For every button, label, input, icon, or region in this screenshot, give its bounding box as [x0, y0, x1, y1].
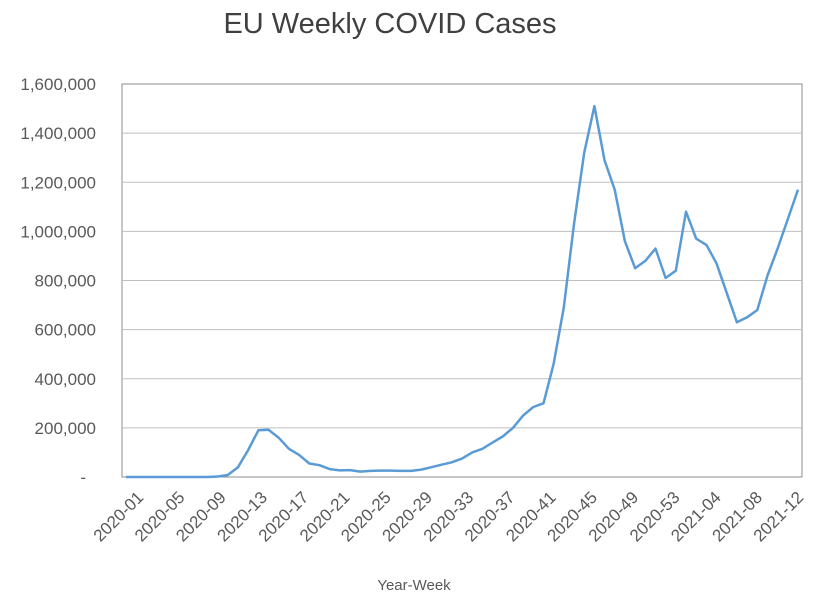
- data-point: [440, 463, 444, 467]
- data-point: [287, 447, 291, 451]
- data-point: [603, 158, 607, 162]
- data-point: [643, 259, 647, 263]
- data-point: [491, 441, 495, 445]
- y-tick-label: 1,200,000: [20, 173, 96, 192]
- data-point: [480, 447, 484, 451]
- data-point: [134, 475, 138, 479]
- y-axis-tick-labels: - 200,000 400,000 600,000 800,000 1,000,000 1,…: [20, 75, 96, 487]
- data-point: [633, 266, 637, 270]
- data-point: [307, 462, 311, 466]
- data-point: [348, 468, 352, 472]
- y-tick-label: 600,000: [35, 321, 96, 340]
- data-point: [358, 470, 362, 474]
- data-point: [582, 151, 586, 155]
- data-point: [796, 188, 800, 192]
- series-group: [124, 104, 800, 479]
- y-tick-label: 400,000: [35, 370, 96, 389]
- data-point: [664, 276, 668, 280]
- data-point: [165, 475, 169, 479]
- data-point: [542, 401, 546, 405]
- data-point: [654, 247, 658, 251]
- data-point: [562, 306, 566, 310]
- data-point: [267, 428, 271, 432]
- data-point: [246, 448, 250, 452]
- data-point: [613, 188, 617, 192]
- data-point: [328, 467, 332, 471]
- data-point: [786, 217, 790, 221]
- data-point: [155, 475, 159, 479]
- y-tick-label: 1,400,000: [20, 124, 96, 143]
- data-point: [185, 475, 189, 479]
- data-point: [195, 475, 199, 479]
- data-point: [277, 436, 281, 440]
- data-point: [430, 465, 434, 469]
- y-tick-label: -: [80, 468, 86, 487]
- x-axis-label: Year-Week: [377, 577, 451, 594]
- data-point: [389, 469, 393, 473]
- data-point: [572, 222, 576, 226]
- data-point: [735, 320, 739, 324]
- data-point: [755, 308, 759, 312]
- data-point: [623, 239, 627, 243]
- data-point: [368, 469, 372, 473]
- data-point: [501, 435, 505, 439]
- data-point: [674, 269, 678, 273]
- data-point: [379, 469, 383, 473]
- data-point: [592, 104, 596, 108]
- x-axis-tick-labels: 2020-012020-052020-092020-132020-172020-…: [90, 488, 808, 546]
- data-point: [725, 291, 729, 295]
- data-point: [419, 468, 423, 472]
- series-line: [126, 104, 800, 479]
- data-point: [450, 460, 454, 464]
- data-point: [511, 426, 515, 430]
- data-point: [460, 457, 464, 461]
- y-tick-label: 1,000,000: [20, 222, 96, 241]
- data-point: [766, 274, 770, 278]
- y-tick-label: 200,000: [35, 419, 96, 438]
- data-point: [684, 210, 688, 214]
- data-point: [226, 473, 230, 477]
- data-point: [206, 475, 210, 479]
- data-point: [399, 469, 403, 473]
- data-point: [409, 469, 413, 473]
- data-point: [521, 414, 525, 418]
- data-point: [256, 428, 260, 432]
- data-point: [338, 468, 342, 472]
- data-point: [531, 405, 535, 409]
- data-point: [715, 261, 719, 265]
- gridlines: [122, 132, 802, 429]
- data-point: [144, 475, 148, 479]
- data-point: [470, 450, 474, 454]
- data-point: [124, 475, 128, 479]
- data-point: [776, 247, 780, 251]
- data-point: [694, 237, 698, 241]
- chart-title: EU Weekly COVID Cases: [223, 8, 557, 40]
- data-point: [552, 362, 556, 366]
- data-point: [297, 453, 301, 457]
- y-tick-label: 800,000: [35, 272, 96, 291]
- data-point: [745, 315, 749, 319]
- data-point: [318, 463, 322, 467]
- data-point: [216, 475, 220, 479]
- data-point: [175, 475, 179, 479]
- data-point: [704, 243, 708, 247]
- y-tick-label: 1,600,000: [20, 75, 96, 94]
- data-point: [236, 465, 240, 469]
